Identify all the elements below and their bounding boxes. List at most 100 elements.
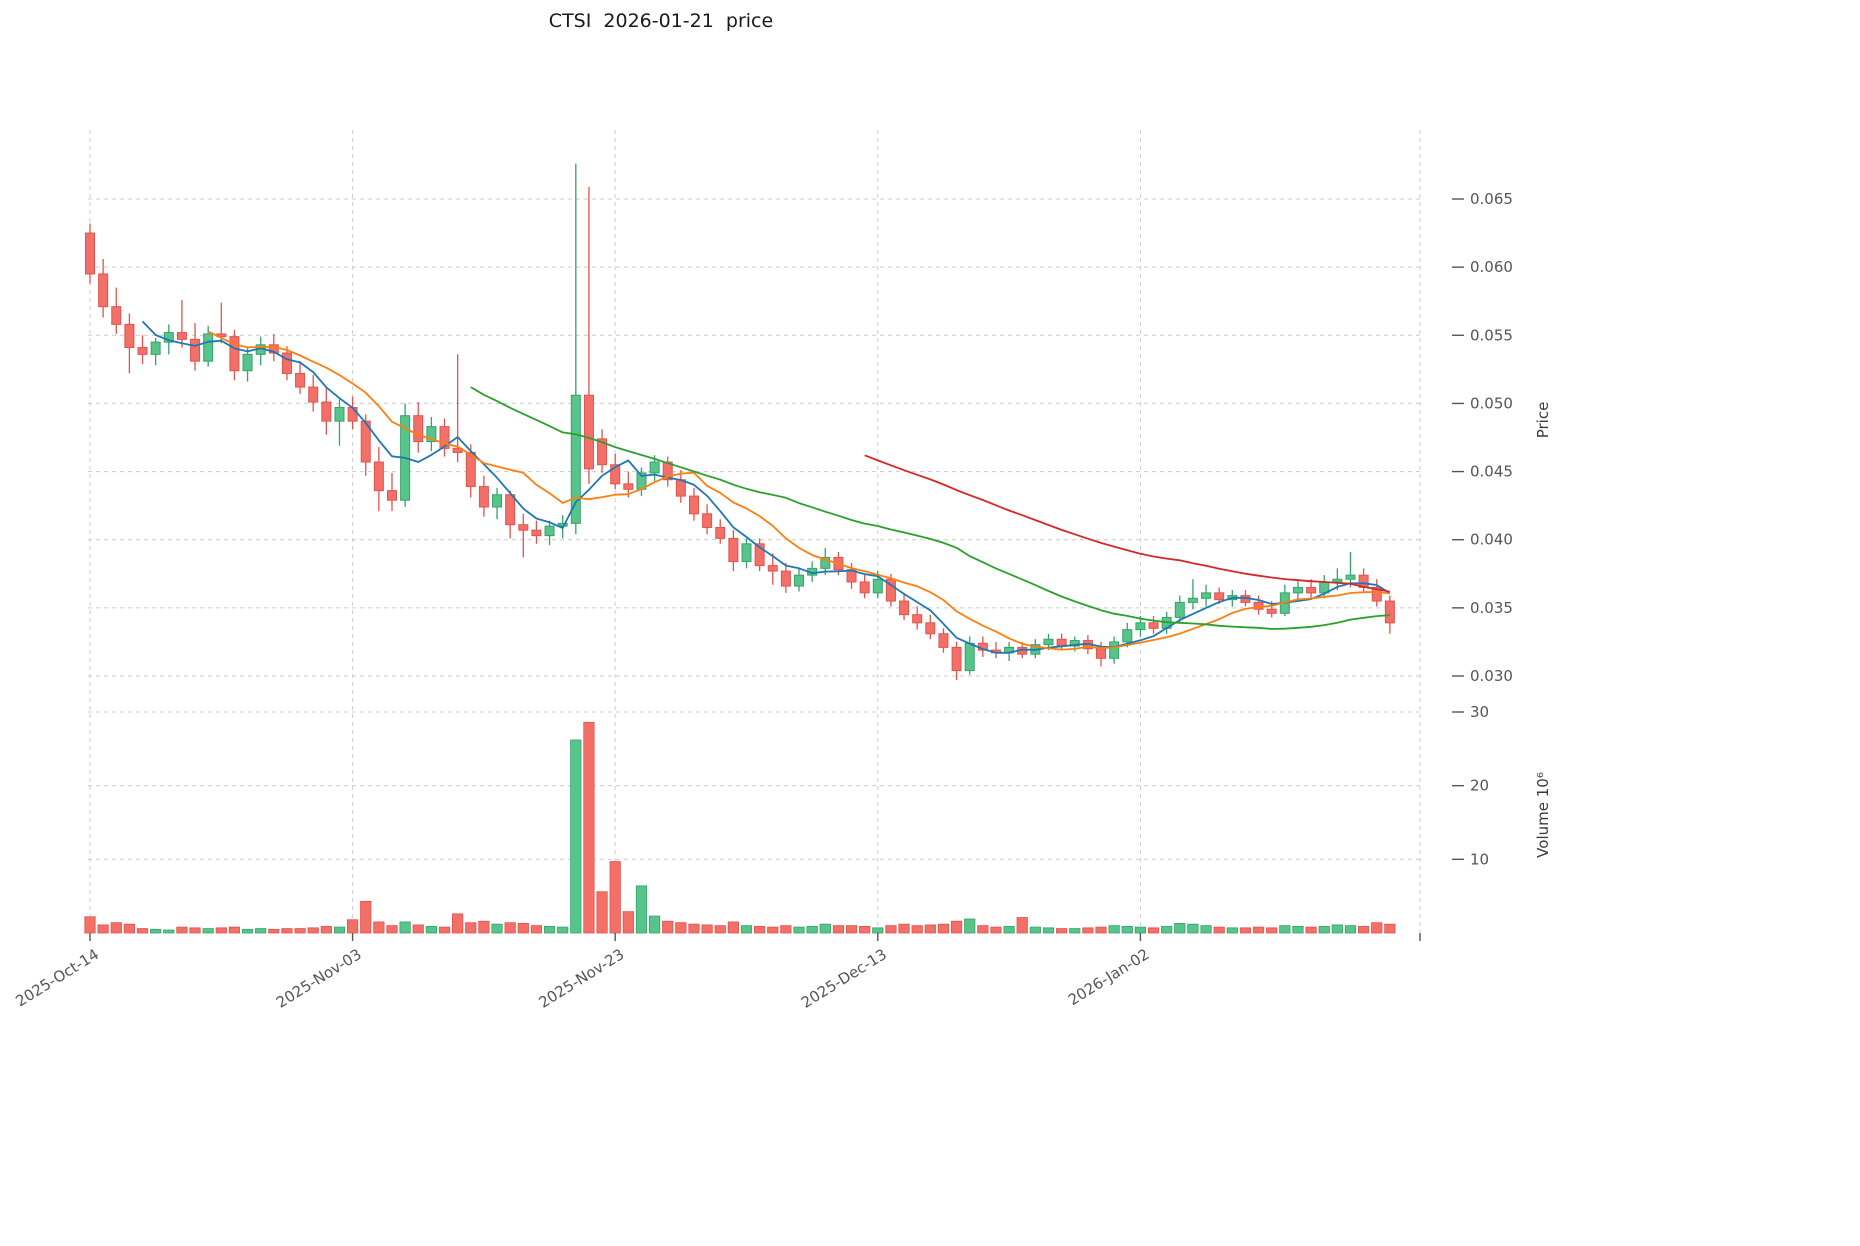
volume-bar [1121,925,1133,934]
volume-bar [1358,925,1370,934]
ma-line-10 [207,330,1390,651]
volume-bar [425,925,437,934]
candle-body [111,306,122,325]
volume-bar [1029,926,1041,934]
candle-body [767,565,778,572]
ma-lines [141,320,1391,654]
volume-bar [478,920,490,934]
volume-tick-label: 20 [1470,777,1489,795]
volume-bar [438,926,451,934]
candle-body [925,622,936,635]
volume-bar [1161,925,1173,934]
volume-bar [662,920,674,934]
volume-bar [1134,926,1146,934]
volume-bar [281,928,293,934]
price-tick-label: 0.030 [1470,667,1513,685]
volume-bar [1266,927,1278,934]
candle-body [899,600,910,616]
volume-bar [557,926,569,934]
date-tick-label: 2025-Nov-23 [536,945,628,1012]
volume-bar [570,739,582,934]
volume-tick-label: 30 [1470,703,1489,721]
volume-bar [202,928,214,934]
price-axis-label: Price [1534,402,1552,439]
volume-bars [84,721,1396,934]
candle-body [1332,578,1343,583]
candle-body [623,483,634,490]
candle-body [912,614,923,624]
candle-body [281,352,292,374]
volume-bar [333,926,346,934]
price-tick-label: 0.045 [1470,463,1513,481]
volume-bar [832,925,845,934]
gridlines [88,130,1421,933]
volume-tick-label: 10 [1470,850,1489,868]
candle-body [1187,597,1198,603]
candle-body [794,574,805,587]
candle-body [137,347,148,355]
volume-bar [635,885,648,934]
candle-body [597,438,608,466]
price-tick-label: 0.055 [1470,326,1513,344]
price-tick-label: 0.040 [1470,531,1513,549]
volume-bar [517,923,529,934]
volume-bar [754,925,766,934]
candle-body [1384,600,1395,624]
volume-bar [885,925,897,934]
candle-body [583,394,594,470]
axes: 0.030 0.035 0.040 0.045 0.050 0.055 0.060 0.065… [12,190,1552,1012]
volume-bar [1082,927,1094,934]
volume-bar [1003,925,1015,934]
date-tick-label: 2026-Jan-02 [1065,945,1153,1009]
volume-bar [1292,925,1304,934]
candle-body [1214,592,1225,601]
candle-body [715,526,726,539]
volume-bar [1239,927,1252,934]
candle-body [675,479,686,497]
volume-bar [780,925,792,934]
candle-body [413,415,424,443]
ma-line-60 [864,454,1391,593]
volume-bar [543,925,556,934]
candle-body [1043,638,1054,646]
volume-bar [964,918,976,934]
candle-body [465,451,476,488]
volume-bar [1056,928,1068,934]
candle-body [741,543,752,563]
volume-bar [675,922,687,934]
candle-body [1201,592,1212,599]
candle-body [1135,622,1146,631]
volume-axis-label: Volume 10⁶ [1534,772,1552,858]
candle-body [1109,641,1120,659]
candle-body [859,581,870,594]
candle-body [176,332,187,340]
volume-bar [97,924,109,934]
volume-bar [1174,923,1186,934]
candle-body [688,495,699,515]
volume-bar [386,925,398,934]
candle-body [964,642,975,672]
volume-bar [1371,922,1383,934]
volume-bar [84,916,96,934]
volume-bar [1095,926,1107,934]
volume-bar [215,927,227,934]
volume-bar [399,921,411,934]
date-tick-label: 2025-Nov-03 [273,945,365,1012]
volume-bar [1213,926,1225,934]
candle-body [702,513,713,528]
ma-line-5 [141,320,1391,654]
candle-body [728,537,739,563]
volume-bar [701,924,713,934]
candle-body [426,426,437,443]
candle-body [452,447,463,453]
volume-bar [648,915,661,934]
date-tick-label: 2025-Dec-13 [798,945,890,1012]
candle-body [347,407,358,422]
candle-body [150,341,161,355]
volume-bar [727,921,739,934]
candle-body [780,570,791,587]
candle-body [492,494,503,508]
candle-body [190,338,201,362]
